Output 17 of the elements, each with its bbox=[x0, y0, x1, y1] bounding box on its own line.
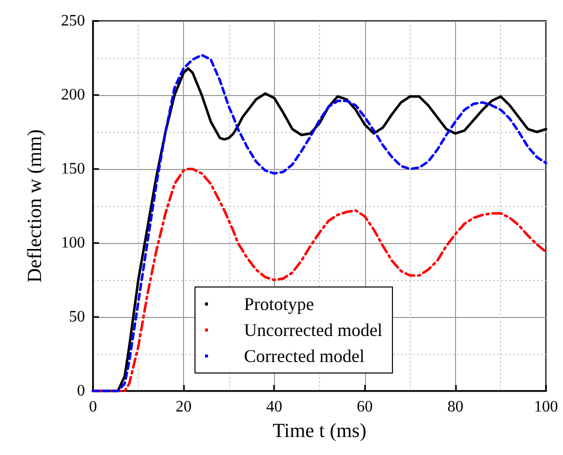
x-tick-label: 40 bbox=[266, 398, 282, 416]
legend-label: Uncorrected model bbox=[244, 320, 382, 340]
legend-label: Prototype bbox=[244, 294, 314, 314]
x-tick-label: 60 bbox=[356, 398, 373, 416]
y-axis-title: Deflection w (mm) bbox=[24, 129, 46, 283]
x-tick-label: 100 bbox=[534, 398, 558, 416]
y-tick-label: 0 bbox=[77, 382, 85, 400]
y-tick-label: 50 bbox=[69, 308, 85, 326]
y-tick-label: 200 bbox=[61, 86, 85, 104]
x-axis-title: Time t (ms) bbox=[272, 420, 366, 442]
y-tick-label: 100 bbox=[61, 234, 85, 252]
x-tick-label: 20 bbox=[176, 398, 192, 416]
x-tick-label: 80 bbox=[447, 398, 464, 416]
legend-label: Corrected model bbox=[244, 346, 364, 366]
y-tick-label: 250 bbox=[61, 12, 85, 30]
x-tick-label: 0 bbox=[89, 398, 97, 416]
y-tick-label: 150 bbox=[61, 160, 85, 178]
